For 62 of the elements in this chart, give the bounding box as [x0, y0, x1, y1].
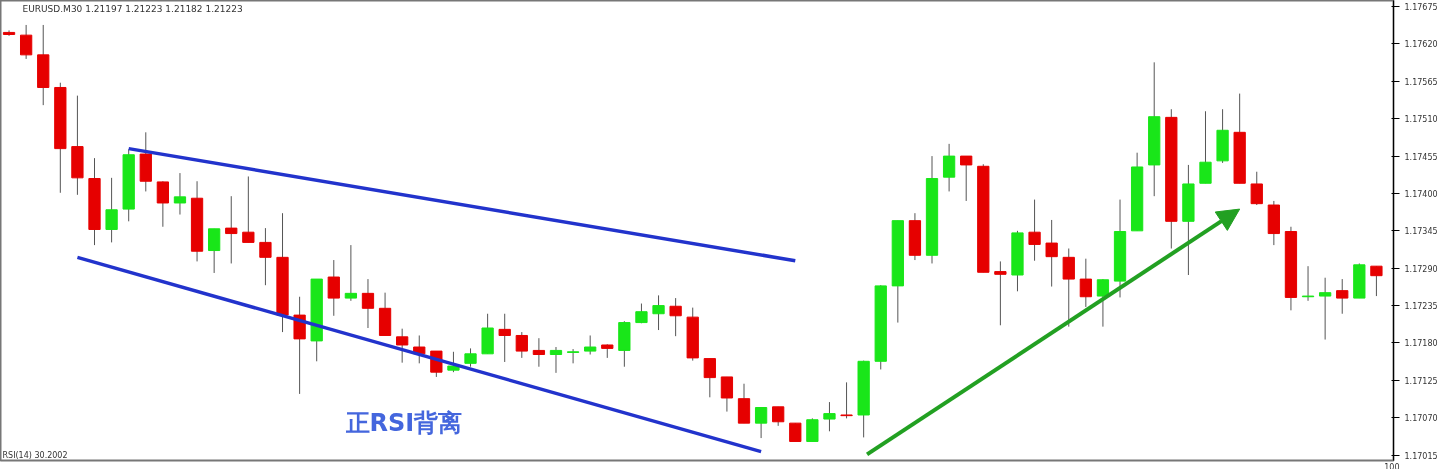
- y-tick-label: 1.17565: [1404, 77, 1438, 87]
- candlestick: [652, 294, 665, 331]
- candlestick: [806, 417, 819, 442]
- candlestick: [942, 143, 956, 192]
- candlestick: [1096, 278, 1110, 328]
- y-tick-label: 1.17345: [1404, 227, 1438, 237]
- candlestick: [2, 29, 16, 37]
- candlestick: [669, 297, 682, 337]
- candlestick: [447, 351, 460, 373]
- candlestick: [823, 401, 836, 432]
- y-tick-label: 1.17675: [1404, 3, 1438, 13]
- candlestick: [754, 407, 768, 439]
- y-tick-label: 1.17125: [1404, 376, 1438, 386]
- text: 100: [1384, 462, 1400, 469]
- candlestick: [327, 259, 340, 317]
- candlestick: [720, 376, 734, 413]
- y-tick-label: 1.17400: [1404, 189, 1438, 199]
- candlestick: [549, 346, 563, 374]
- y-tick-label: 1.17290: [1404, 264, 1438, 274]
- candlestick: [1336, 278, 1349, 315]
- annotation: RSI(14) 30.2002: [2, 450, 68, 460]
- candlestick: [994, 260, 1007, 326]
- annotation: 正RSI背离: [344, 408, 463, 437]
- chart-title: EURUSD.M30 1.21197 1.21223 1.21182 1.21223: [22, 3, 243, 14]
- candlestick: [772, 406, 785, 427]
- candlestick: [532, 337, 546, 368]
- candlestick: [1199, 110, 1212, 184]
- candlestick: [1370, 265, 1383, 297]
- y-tick-label: 1.17620: [1404, 40, 1438, 50]
- candlestick: [225, 195, 238, 264]
- candlestick: [515, 331, 528, 359]
- candlestick: [105, 177, 118, 243]
- y-tick-label: 1.17235: [1404, 302, 1438, 312]
- candlestick: [242, 175, 255, 243]
- candlestick: [1318, 277, 1332, 341]
- candlestick: [498, 313, 511, 363]
- candlestick: [156, 180, 170, 228]
- y-tick-label: 1.17180: [1404, 339, 1438, 349]
- candlestick: [259, 227, 272, 286]
- candlestick: [396, 328, 409, 364]
- candlestick: [361, 278, 375, 329]
- y-tick-label: 1.17015: [1404, 451, 1438, 461]
- candlestick: [464, 347, 477, 368]
- candlestick: [20, 24, 33, 60]
- y-tick-label: 1.17070: [1404, 414, 1438, 424]
- candlestick: [566, 348, 580, 364]
- y-tick-label: 1.17455: [1404, 152, 1438, 162]
- candlestick: [840, 381, 853, 419]
- candlestick: [344, 244, 358, 302]
- candlestick: [960, 155, 973, 202]
- candlestick: [789, 422, 802, 442]
- candlestick: [703, 358, 716, 398]
- candlestick: [1062, 248, 1075, 328]
- candlestick: [173, 172, 187, 216]
- y-tick-label: 1.17510: [1404, 115, 1438, 125]
- candlestick: [1079, 258, 1092, 308]
- candlestick: [1028, 199, 1041, 262]
- candlestick: [1045, 219, 1058, 288]
- candlestick: [1250, 171, 1263, 206]
- candlestick: [584, 334, 597, 355]
- candlestick: [1301, 265, 1315, 302]
- candlestick: [208, 228, 221, 274]
